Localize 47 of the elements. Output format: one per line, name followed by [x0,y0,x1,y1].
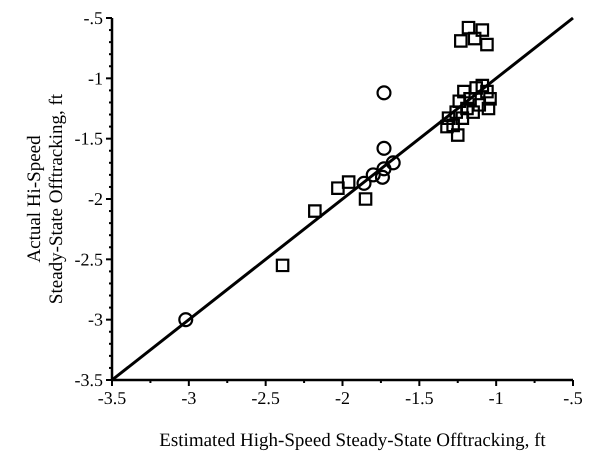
point [483,92,497,106]
x-axis-title: Estimated High-Speed Steady-State Offtracking, ft [159,430,546,451]
x-tick-label: -3 [181,388,196,408]
point [376,140,392,156]
point [449,105,464,119]
y-tick-label: -3 [88,310,103,330]
point [456,111,470,125]
point [376,161,392,176]
x-tick-label: -1.5 [405,388,434,408]
y-tick-label: -3.5 [74,370,103,390]
point [276,258,290,272]
point [476,23,490,37]
y-tick-label: -1 [88,68,103,88]
point [462,20,476,34]
point [331,181,345,195]
x-tick-label: -2 [335,388,350,408]
point [386,155,401,170]
point [466,105,480,119]
y-tick-label: -1.5 [74,128,103,149]
point [452,94,466,108]
point [480,84,494,98]
point [472,98,486,112]
point [457,84,471,98]
point [454,34,468,48]
point [440,120,454,134]
point [358,192,372,206]
x-tick-label: -2.5 [251,388,280,408]
y-tick-label: -.5 [84,8,103,28]
point [308,204,322,218]
x-tick-label: -.5 [563,388,583,408]
point [480,38,494,52]
point [342,175,356,189]
point [446,118,460,132]
y-tick-label: -2.5 [74,249,103,270]
y-tick-label: -2 [88,189,103,209]
x-tick-label: -1 [488,388,504,408]
point [482,102,496,116]
point [442,111,456,125]
point [376,85,392,100]
point [476,78,490,92]
point [450,128,465,142]
point [374,170,390,185]
y-axis-title: Actual Hi-Speed Steady-State Offtracking, ft [24,93,67,304]
point [356,176,372,191]
point [366,167,381,182]
point [178,312,194,328]
point [468,32,482,46]
